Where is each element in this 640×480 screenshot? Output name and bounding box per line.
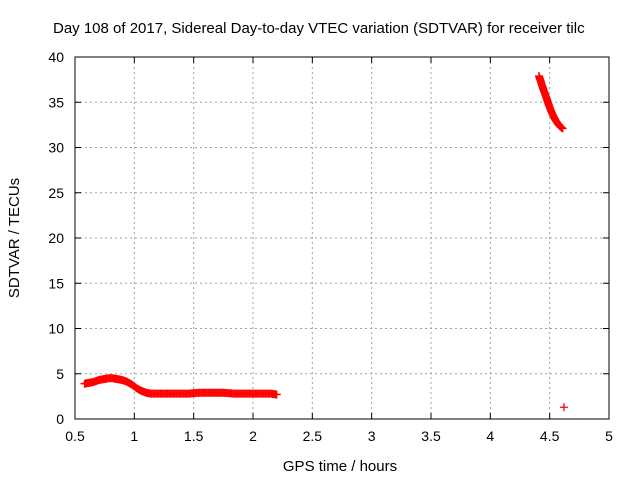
x-tick-label: 5 — [605, 428, 613, 444]
data-points — [80, 72, 568, 412]
x-tick-label: 0.5 — [65, 428, 85, 444]
x-tick-label: 3.5 — [421, 428, 441, 444]
data-point — [272, 390, 281, 399]
x-tick-label: 1 — [130, 428, 138, 444]
x-tick-label: 3 — [368, 428, 376, 444]
y-tick-label: 10 — [48, 321, 64, 337]
x-tick-label: 4.5 — [540, 428, 560, 444]
y-tick-labels: 0 5 10 15 20 25 30 35 40 — [48, 49, 64, 427]
x-tick-labels: 0.5 1 1.5 2 2.5 3 3.5 4 4.5 5 — [65, 428, 613, 444]
y-tick-label: 15 — [48, 275, 64, 291]
y-tick-label: 30 — [48, 140, 64, 156]
y-tick-label: 20 — [48, 230, 64, 246]
x-axis-label: GPS time / hours — [283, 458, 397, 475]
chart-title: Day 108 of 2017, Sidereal Day-to-day VTE… — [53, 20, 585, 37]
y-tick-label: 35 — [48, 94, 64, 110]
y-tick-label: 0 — [56, 411, 64, 427]
x-tick-label: 4 — [486, 428, 494, 444]
grid — [75, 57, 609, 419]
data-point — [558, 124, 567, 133]
axis-ticks — [74, 56, 610, 420]
y-tick-label: 25 — [48, 185, 64, 201]
data-point — [559, 403, 568, 412]
x-tick-label: 2 — [249, 428, 257, 444]
y-tick-label: 5 — [56, 366, 64, 382]
x-tick-label: 2.5 — [303, 428, 323, 444]
y-tick-label: 40 — [48, 49, 64, 65]
y-axis-label: SDTVAR / TECUs — [6, 178, 23, 298]
x-tick-label: 1.5 — [184, 428, 204, 444]
